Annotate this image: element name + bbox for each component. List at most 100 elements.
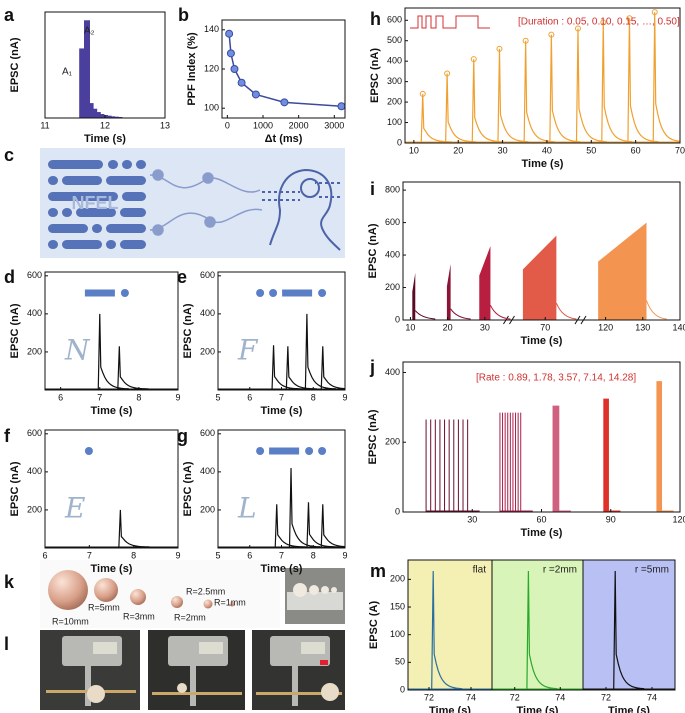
x-tick-label: 120 <box>672 514 685 524</box>
spike-train <box>499 412 522 512</box>
x-tick-label: 8 <box>131 550 136 560</box>
plot <box>492 571 583 690</box>
x-tick-label: 7 <box>279 392 284 402</box>
diagram-text: NFEL <box>72 193 119 213</box>
x-tick-label: 10 <box>405 322 415 332</box>
y-axis-title: EPSC (nA) <box>367 409 379 464</box>
bar <box>109 116 116 118</box>
y-tick-label: 200 <box>27 504 42 514</box>
x-tick-label: 6 <box>247 392 252 402</box>
burst-tail <box>555 302 577 320</box>
y-tick-label: 500 <box>387 35 402 45</box>
x-tick-label: 7 <box>87 550 92 560</box>
spike <box>117 346 149 390</box>
letter: N <box>64 334 91 367</box>
panel-label: j <box>369 357 375 377</box>
y-tick-label: 50 <box>395 657 405 667</box>
peak-marker <box>548 31 555 38</box>
plot <box>425 381 674 512</box>
x-tick-label: 2000 <box>289 120 309 130</box>
panel-label: m <box>370 561 386 581</box>
spike <box>97 313 129 390</box>
marker <box>225 29 234 38</box>
morse-dot <box>256 289 265 297</box>
x-tick-label: 72 <box>601 692 611 702</box>
y-tick-label: 400 <box>385 367 400 377</box>
spike-train <box>425 419 469 512</box>
panel-label: a <box>4 5 15 25</box>
y-axis-title: PPF Index (%) <box>186 32 198 106</box>
burst-tail <box>450 308 471 320</box>
x-axis-title: Time (s) <box>261 405 303 417</box>
marker <box>230 65 239 73</box>
plot <box>405 9 680 143</box>
x-tick-label: 60 <box>536 514 546 524</box>
x-tick-label: 6 <box>247 550 252 560</box>
x-tick-label: 74 <box>647 692 657 702</box>
peak-marker <box>496 45 503 52</box>
x-axis-title: Time (s) <box>517 705 559 713</box>
x-tick-label: 140 <box>672 322 685 332</box>
x-tick-label: 40 <box>542 145 552 155</box>
panel-label: b <box>178 5 189 25</box>
y-tick-label: 200 <box>385 282 400 292</box>
x-tick-label: 6 <box>58 392 63 402</box>
hemisphere <box>48 570 88 610</box>
x-tick-label: 11 <box>40 120 49 130</box>
caption: R=5mm <box>88 602 120 612</box>
hemisphere <box>229 601 235 607</box>
axes-frame <box>44 271 179 391</box>
x-axis-title: Time (s) <box>608 705 650 713</box>
morse-dot <box>120 289 129 297</box>
x-tick-label: 9 <box>175 392 180 402</box>
x-tick-label: 12 <box>100 120 110 130</box>
head <box>262 168 341 251</box>
panel-label: g <box>177 426 188 446</box>
marker <box>337 102 345 111</box>
spike <box>526 571 558 690</box>
axes-frame <box>44 11 166 119</box>
spike <box>304 313 336 390</box>
caption: R=2mm <box>174 612 206 622</box>
photo-l <box>40 630 345 710</box>
x-tick-label: 90 <box>606 514 616 524</box>
morse-dot <box>84 447 93 455</box>
y-tick-label: 400 <box>200 308 215 318</box>
peak-marker <box>600 19 607 26</box>
burst-tail <box>646 300 667 320</box>
x-tick-label: 1000 <box>253 120 273 130</box>
x-tick-label: 20 <box>453 145 463 155</box>
peak-marker <box>444 70 451 77</box>
x-tick-label: 74 <box>466 692 476 702</box>
y-tick-label: 600 <box>387 15 402 25</box>
morse-dot <box>256 447 265 455</box>
spike <box>320 504 345 548</box>
spike <box>652 12 680 143</box>
spike <box>320 346 345 390</box>
x-tick-label: 70 <box>540 322 550 332</box>
morse-dot <box>305 447 314 455</box>
morse-dash <box>269 447 300 455</box>
y-tick-label: 400 <box>27 466 42 476</box>
y-tick-label: 200 <box>387 96 402 106</box>
y-tick-label: 100 <box>390 629 405 639</box>
x-tick-label: 9 <box>342 550 347 560</box>
plot <box>583 571 675 690</box>
y-axis-title: EPSC (nA) <box>369 48 381 103</box>
pulse-icon <box>410 15 490 29</box>
x-axis-title: Time (s) <box>522 158 564 170</box>
annotation: A₁ <box>62 67 73 78</box>
spike <box>445 73 477 143</box>
x-axis-title: Time (s) <box>261 563 303 575</box>
plot <box>412 222 667 320</box>
annotation: r =2mm <box>543 565 577 576</box>
x-tick-label: 30 <box>467 514 477 524</box>
spike <box>613 571 645 690</box>
morse-dot <box>269 289 278 297</box>
x-tick-label: 72 <box>510 692 520 702</box>
hemisphere <box>130 589 146 605</box>
x-tick-label: 7 <box>97 392 102 402</box>
x-tick-label: 120 <box>598 322 613 332</box>
y-axis-title: EPSC (nA) <box>9 303 21 358</box>
